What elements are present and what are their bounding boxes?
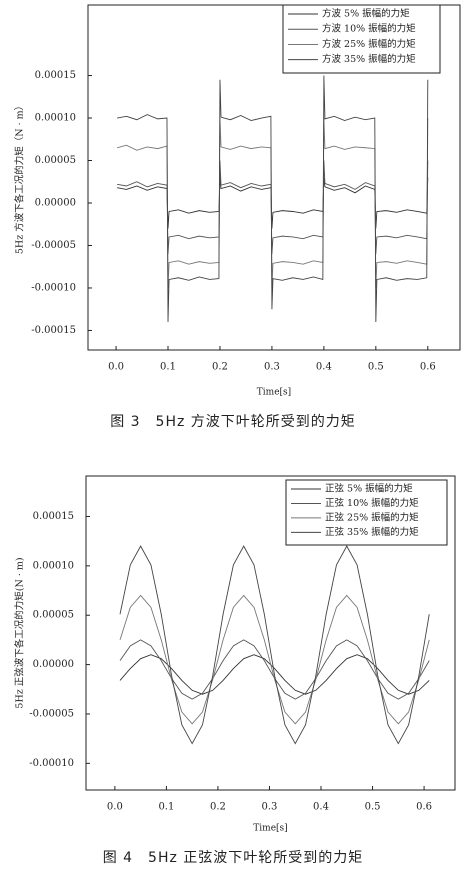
y-tick-label: 0.00010 bbox=[35, 113, 76, 124]
legend-box bbox=[285, 479, 448, 546]
legend-label: 方波 25% 振幅的力矩 bbox=[322, 38, 416, 50]
legend-label: 正弦 25% 振幅的力矩 bbox=[325, 511, 419, 523]
y-tick-label: 0.00005 bbox=[35, 155, 76, 166]
legend-label: 正弦 5% 振幅的力矩 bbox=[325, 483, 413, 495]
x-tick-label: 0.2 bbox=[212, 362, 228, 373]
x-axis-label: Time[s] bbox=[257, 388, 291, 398]
legend-label: 方波 5% 振幅的力矩 bbox=[322, 8, 410, 20]
caption: 图 3 5Hz 方波下叶轮所受到的力矩 bbox=[110, 414, 356, 430]
series-line bbox=[117, 75, 429, 322]
y-tick-label: 0.00010 bbox=[33, 560, 74, 571]
x-tick-label: 0.5 bbox=[365, 802, 381, 813]
y-tick-label: 0.00000 bbox=[33, 659, 74, 670]
y-tick-label: -0.00010 bbox=[29, 758, 74, 769]
y-tick-label: -0.00005 bbox=[29, 708, 74, 719]
y-tick-label: 0.00005 bbox=[33, 610, 74, 621]
y-axis-label: 5Hz 方波下各工况的力矩（N · m） bbox=[14, 101, 26, 254]
legend-box bbox=[282, 4, 441, 74]
legend-label: 正弦 35% 振幅的力矩 bbox=[325, 526, 419, 538]
x-tick-label: 0.6 bbox=[420, 362, 436, 373]
legend-label: 正弦 10% 振幅的力矩 bbox=[325, 497, 419, 509]
legend-label: 方波 10% 振幅的力矩 bbox=[322, 23, 416, 35]
caption: 图 4 5Hz 正弦波下叶轮所受到的力矩 bbox=[103, 850, 364, 866]
plot-frame bbox=[85, 475, 456, 791]
series-line bbox=[119, 594, 430, 725]
x-tick-label: 0.1 bbox=[158, 802, 174, 813]
x-tick-label: 0.1 bbox=[160, 362, 176, 373]
y-tick-label: 0.00015 bbox=[33, 511, 74, 522]
x-tick-label: 0.0 bbox=[108, 362, 124, 373]
x-tick-label: 0.4 bbox=[316, 362, 332, 373]
y-tick-label: -0.00010 bbox=[31, 282, 76, 293]
x-tick-label: 0.2 bbox=[210, 802, 226, 813]
x-tick-label: 0.5 bbox=[368, 362, 384, 373]
plot-frame bbox=[87, 4, 461, 351]
y-tick-label: 0.00000 bbox=[35, 197, 76, 208]
y-tick-label: -0.00015 bbox=[31, 325, 76, 336]
series-line bbox=[119, 639, 430, 700]
y-tick-label: 0.00015 bbox=[35, 70, 76, 81]
x-tick-label: 0.0 bbox=[107, 802, 123, 813]
x-tick-label: 0.4 bbox=[313, 802, 329, 813]
series-line bbox=[117, 177, 429, 229]
x-axis-label: Time[s] bbox=[253, 824, 287, 834]
series-line bbox=[117, 160, 429, 255]
series-line bbox=[119, 654, 430, 695]
y-tick-label: -0.00005 bbox=[31, 240, 76, 251]
series-line bbox=[119, 545, 430, 745]
x-tick-label: 0.3 bbox=[262, 802, 278, 813]
series-line bbox=[116, 118, 429, 288]
x-tick-label: 0.3 bbox=[264, 362, 280, 373]
x-tick-label: 0.6 bbox=[416, 802, 432, 813]
legend-label: 方波 35% 振幅的力矩 bbox=[322, 53, 416, 65]
y-axis-label: 5Hz 正弦波下各工况的力矩(N · m) bbox=[14, 557, 26, 708]
